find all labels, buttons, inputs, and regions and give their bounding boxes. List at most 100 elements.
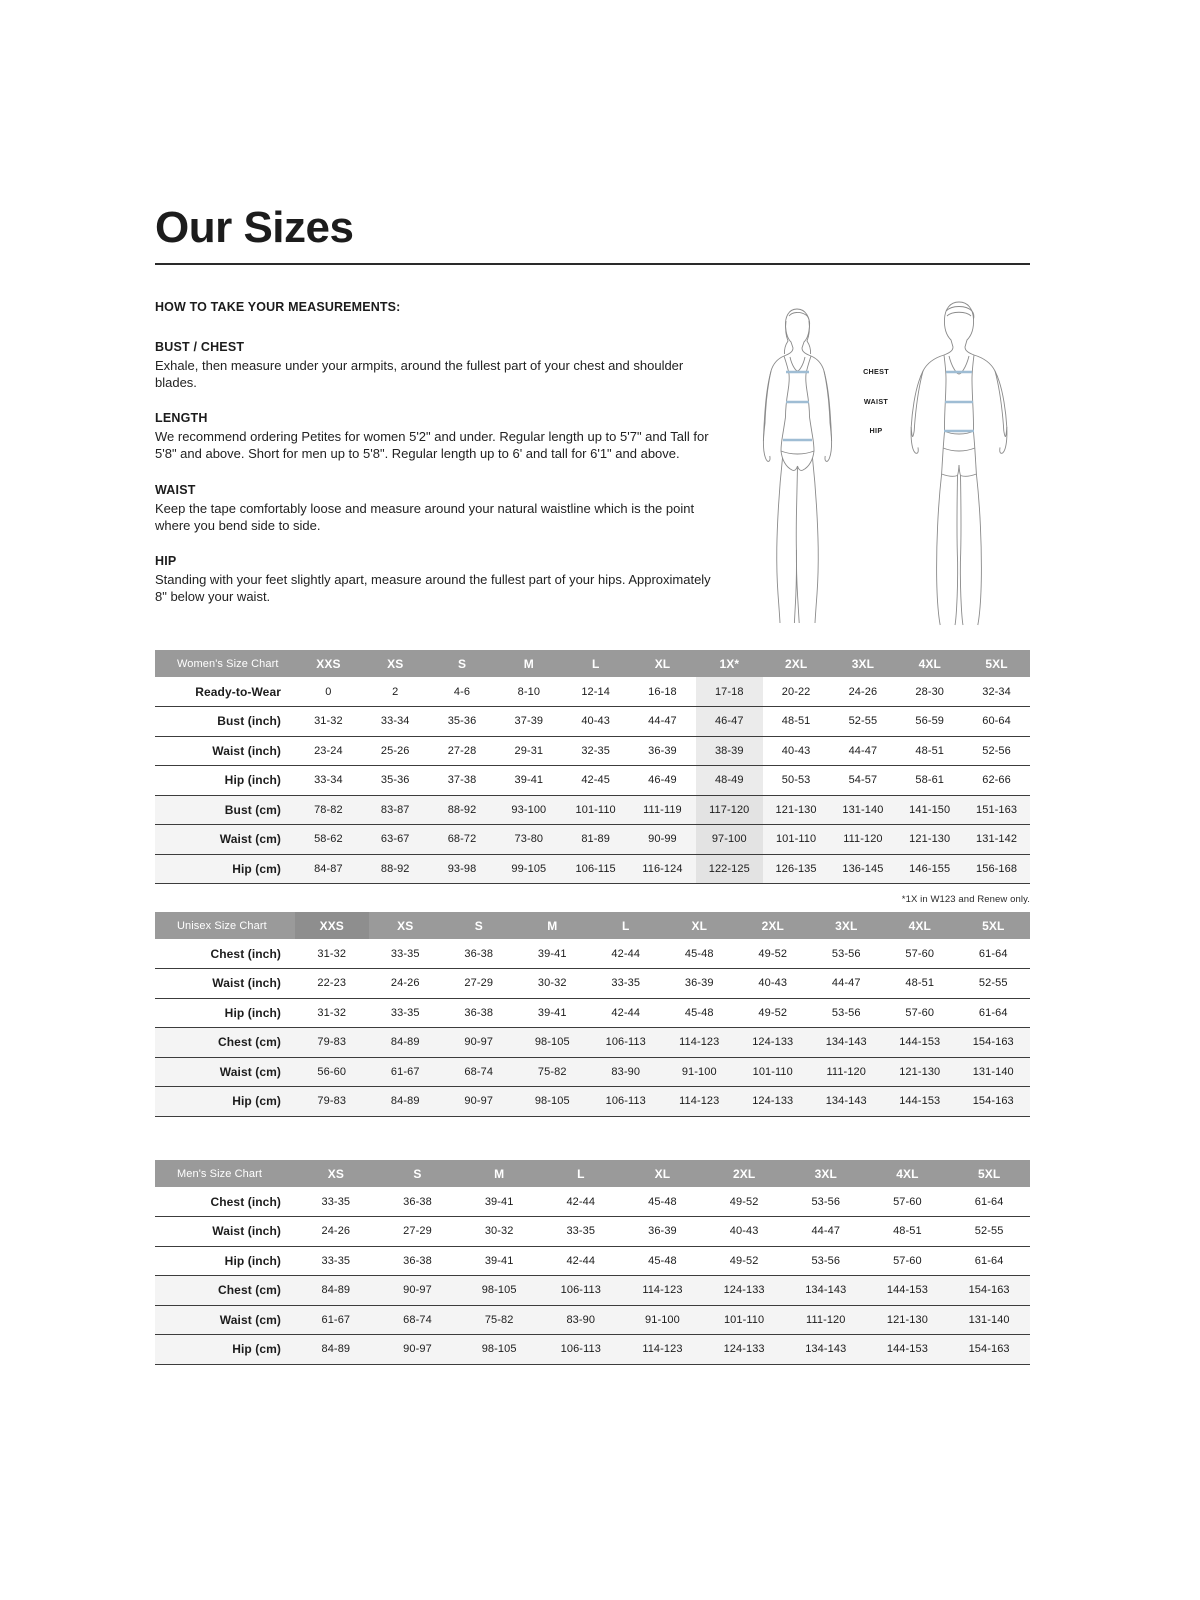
table-cell: 42-44 (589, 939, 663, 969)
instruction-heading: HIP (155, 553, 177, 568)
column-header-xs: XS (368, 912, 442, 939)
table-cell: 106-113 (589, 1086, 663, 1117)
column-header-5xl: 5XL (948, 1160, 1030, 1187)
row-label: Waist (cm) (155, 1057, 295, 1087)
table-cell: 101-110 (703, 1305, 785, 1335)
column-header-s: S (428, 650, 496, 677)
column-header-5xl: 5XL (956, 912, 1030, 939)
table-row: Waist (inch) 23-24 25-26 27-28 29-31 32-35 36-… (155, 736, 1030, 766)
row-label: Waist (cm) (155, 1305, 295, 1335)
table-cell: 45-48 (621, 1187, 704, 1217)
column-header-m: M (495, 650, 563, 677)
table-cell: 75-82 (515, 1057, 589, 1087)
table-cell: 33-35 (368, 939, 442, 969)
table-cell: 36-38 (376, 1187, 459, 1217)
table-cell: 98-105 (458, 1334, 540, 1365)
table-cell: 81-89 (562, 824, 630, 855)
table-cell: 97-100 (695, 824, 763, 855)
table-cell: 121-130 (762, 795, 830, 825)
table-row: Hip (inch) 33-35 36-38 39-41 42-44 45-48 49-52… (155, 1246, 1030, 1276)
column-header-xl: XL (621, 1160, 704, 1187)
table-cell: 117-120 (695, 795, 763, 825)
table-cell: 75-82 (458, 1305, 540, 1335)
table-cell: 36-39 (621, 1216, 704, 1247)
table-cell: 24-26 (295, 1216, 377, 1247)
title-divider (155, 263, 1030, 266)
table-row: Waist (inch) 24-26 27-29 30-32 33-35 36-39 40-… (155, 1216, 1030, 1247)
table-cell: 146-155 (896, 854, 964, 884)
column-header-5xl: 5XL (963, 650, 1030, 677)
table-header-row: Women's Size Chart XXS XS S M L XL 1X* 2XL 3XL 4XL… (155, 650, 1030, 677)
table-cell: 44-47 (629, 706, 696, 737)
table-cell: 106-115 (562, 854, 630, 884)
table-cell: 134-143 (784, 1275, 867, 1306)
column-header-s: S (442, 912, 516, 939)
table-cell: 49-52 (703, 1246, 785, 1276)
table-cell: 68-72 (428, 824, 496, 855)
instructions-heading: HOW TO TAKE YOUR MEASUREMENTS: (155, 300, 401, 314)
table-cell: 84-87 (295, 854, 362, 884)
row-label: Ready-to-Wear (155, 677, 295, 707)
table-cell: 40-43 (562, 706, 630, 737)
table-cell: 154-163 (956, 1086, 1030, 1117)
table-cell: 52-55 (956, 968, 1030, 999)
table-cell: 39-41 (515, 939, 589, 969)
table-cell: 33-34 (295, 765, 362, 796)
column-header-l: L (562, 650, 630, 677)
table-cell: 83-87 (361, 795, 429, 825)
table-cell: 79-83 (295, 1027, 369, 1058)
table-cell: 73-80 (495, 824, 563, 855)
size-table-unisex: Unisex Size Chart XXS XS S M L XL 2XL 3XL 4XL 5XL C… (155, 912, 1030, 1117)
table-cell: 39-41 (495, 765, 563, 796)
table-cell: 56-60 (295, 1057, 369, 1087)
table-cell: 114-123 (662, 1086, 736, 1117)
table-cell: 84-89 (368, 1086, 442, 1117)
table-cell: 68-74 (442, 1057, 516, 1087)
table-cell: 31-32 (295, 998, 369, 1028)
table-cell: 84-89 (295, 1334, 377, 1365)
table-cell: 57-60 (883, 998, 957, 1028)
mens-size-chart: Men's Size Chart XS S M L XL 2XL 3XL 4XL 5XL Chest… (155, 1160, 1030, 1365)
table-cell: 8-10 (495, 677, 563, 707)
row-label: Waist (cm) (155, 824, 295, 855)
table-cell: 99-105 (495, 854, 563, 884)
table-cell: 98-105 (458, 1275, 540, 1306)
table-cell: 35-36 (361, 765, 429, 796)
table-cell: 23-24 (295, 736, 362, 766)
instruction-heading: WAIST (155, 482, 196, 497)
row-label: Chest (inch) (155, 939, 295, 969)
table-cell: 33-35 (368, 998, 442, 1028)
table-cell: 27-29 (442, 968, 516, 999)
table-row: Bust (cm) 78-82 83-87 88-92 93-100 101-110 111… (155, 795, 1030, 825)
table-cell: 54-57 (829, 765, 897, 796)
column-header-xs: XS (295, 1160, 377, 1187)
instruction-group: WAIST Keep the tape comfortably loose and… (155, 483, 720, 534)
table-cell: 39-41 (515, 998, 589, 1028)
table-row: Chest (inch) 31-32 33-35 36-38 39-41 42-44 45-… (155, 939, 1030, 969)
table-cell: 91-100 (662, 1057, 736, 1087)
table-cell: 61-64 (948, 1187, 1030, 1217)
table-cell: 32-34 (963, 677, 1030, 707)
female-figure-icon (762, 308, 833, 624)
table-cell: 37-38 (428, 765, 496, 796)
table-cell: 40-43 (703, 1216, 785, 1247)
table-cell: 116-124 (629, 854, 696, 884)
table-cell: 134-143 (809, 1027, 883, 1058)
table-cell: 28-30 (896, 677, 964, 707)
table-cell: 98-105 (515, 1086, 589, 1117)
table-cell: 62-66 (963, 765, 1030, 796)
column-header-2xl: 2XL (762, 650, 830, 677)
table-cell: 90-97 (442, 1027, 516, 1058)
row-label: Waist (inch) (155, 736, 295, 766)
table-cell: 90-97 (376, 1275, 459, 1306)
table-cell: 83-90 (589, 1057, 663, 1087)
table-cell: 36-38 (442, 998, 516, 1028)
table-cell: 48-49 (695, 765, 763, 796)
size-table-men: Men's Size Chart XS S M L XL 2XL 3XL 4XL 5XL Chest… (155, 1160, 1030, 1365)
instruction-text: We recommend ordering Petites for women … (155, 429, 709, 462)
table-cell: 121-130 (883, 1057, 957, 1087)
table-cell: 46-47 (695, 706, 763, 737)
table-cell: 61-64 (956, 939, 1030, 969)
table-cell: 98-105 (515, 1027, 589, 1058)
table-cell: 27-29 (376, 1216, 459, 1247)
